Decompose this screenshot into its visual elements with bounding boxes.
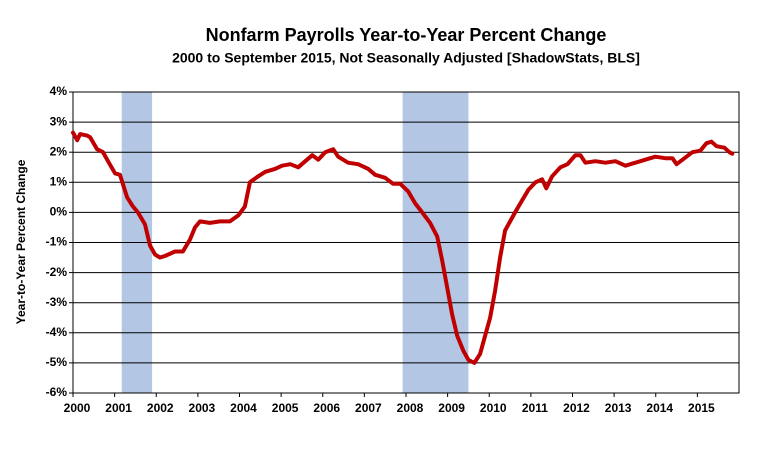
y-tick-label: -4% — [46, 325, 68, 339]
x-tick-label: 2000 — [64, 401, 91, 415]
data-line — [71, 130, 735, 365]
chart-title: Nonfarm Payrolls Year-to-Year Percent Ch… — [206, 25, 607, 45]
plot-border — [72, 91, 740, 394]
y-tick-label: 3% — [50, 114, 68, 128]
y-tick-label: 4% — [50, 84, 68, 98]
x-tick-label: 2005 — [272, 401, 299, 415]
x-tick-label: 2012 — [563, 401, 590, 415]
y-tick-label: 0% — [50, 205, 68, 219]
chart-subtitle: 2000 to September 2015, Not Seasonally A… — [172, 50, 640, 66]
y-axis-label: Year-to-Year Percent Change — [14, 159, 28, 324]
x-tick-label: 2002 — [147, 401, 174, 415]
y-tick-label: -2% — [46, 265, 68, 279]
x-tick-label: 2007 — [355, 401, 382, 415]
x-tick-label: 2011 — [522, 401, 548, 415]
x-tick-label: 2010 — [480, 401, 507, 415]
x-tick-label: 2001 — [105, 401, 132, 415]
x-tick-label: 2014 — [646, 401, 673, 415]
y-tick-label: -1% — [46, 235, 68, 249]
x-tick-label: 2003 — [189, 401, 216, 415]
y-tick-label: -6% — [46, 385, 68, 399]
x-tick-label: 2004 — [230, 401, 257, 415]
x-tick-label: 2008 — [397, 401, 424, 415]
y-tick-label: 2% — [50, 144, 68, 158]
y-tick-label: 1% — [50, 174, 68, 188]
y-tick-label: -3% — [46, 295, 68, 309]
x-tick-label: 2006 — [313, 401, 340, 415]
x-tick-label: 2013 — [605, 401, 632, 415]
x-tick-label: 2015 — [688, 401, 715, 415]
x-tick-label: 2009 — [438, 401, 465, 415]
y-tick-label: -5% — [46, 355, 68, 369]
